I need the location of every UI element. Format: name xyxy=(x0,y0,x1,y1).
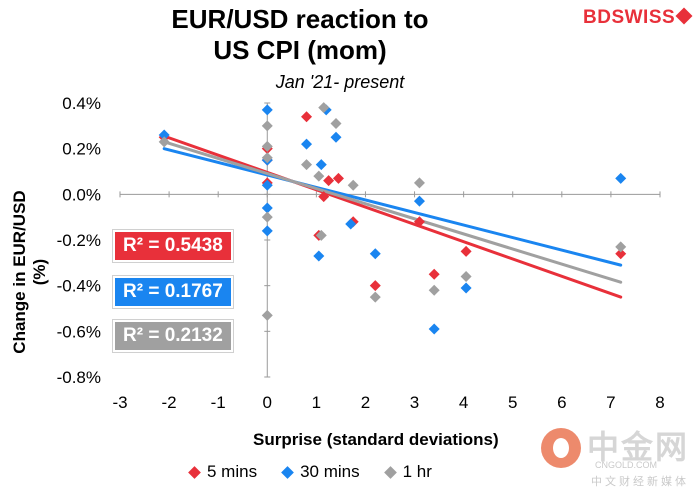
point-5-mins xyxy=(413,216,425,228)
point-1-hr xyxy=(313,170,325,182)
point-1-hr xyxy=(369,291,381,303)
chart-subtitle: Jan '21- present xyxy=(275,72,405,92)
y-tick-label: 0.0% xyxy=(62,185,101,204)
legend: 5 mins 30 mins 1 hr xyxy=(188,462,432,482)
point-1-hr xyxy=(261,309,273,321)
x-axis-label: Surprise (standard deviations) xyxy=(253,430,499,449)
point-5-mins xyxy=(428,268,440,280)
watermark: 中金网 CNGOLD.COM 中文财经新媒体 xyxy=(541,420,691,490)
axes: -3 -2 -1 0 1 2 3 4 5 6 7 8 0.4% 0.2% 0.0% -0.2% -0.4% -0.… xyxy=(57,94,665,412)
point-30-mins xyxy=(261,104,273,116)
point-1-hr xyxy=(315,229,327,241)
legend-diamond-icon xyxy=(188,465,201,479)
x-tick-label: 4 xyxy=(459,393,468,412)
point-1-hr xyxy=(330,118,342,130)
watermark-tagline: 中文财经新媒体 xyxy=(591,476,689,488)
y-tick-label: -0.6% xyxy=(57,322,101,341)
point-30-mins xyxy=(428,323,440,335)
point-30-mins xyxy=(158,129,170,141)
legend-item-30-mins: 30 mins xyxy=(281,462,360,482)
trend-lines xyxy=(162,134,623,299)
point-30-mins xyxy=(261,179,273,191)
point-1-hr xyxy=(428,284,440,296)
trend-line-1-hr xyxy=(162,140,623,284)
point-1-hr xyxy=(615,241,627,253)
chart-title-line2: US CPI (mom) xyxy=(213,35,387,65)
point-1-hr xyxy=(347,179,359,191)
point-30-mins xyxy=(261,225,273,237)
point-5-mins xyxy=(332,172,344,184)
point-5-mins xyxy=(301,111,313,123)
x-tick-label: 6 xyxy=(557,393,566,412)
y-tick-label: -0.8% xyxy=(57,368,101,387)
chart-title: EUR/USD reaction to US CPI (mom) xyxy=(150,4,450,66)
point-30-mins xyxy=(369,248,381,260)
data-points xyxy=(158,102,627,335)
point-1-hr xyxy=(261,152,273,164)
point-5-mins xyxy=(615,248,627,260)
point-5-mins xyxy=(323,175,335,187)
x-tick-label: 1 xyxy=(312,393,321,412)
trend-line-5-mins xyxy=(162,134,623,299)
point-1-hr xyxy=(261,120,273,132)
point-1-hr xyxy=(261,140,273,152)
chart-title-line1: EUR/USD reaction to xyxy=(171,4,429,34)
legend-label: 5 mins xyxy=(207,462,258,481)
point-5-mins xyxy=(460,245,472,257)
legend-diamond-icon xyxy=(383,465,397,479)
trend-line-30-mins xyxy=(162,147,623,267)
point-1-hr xyxy=(158,136,170,148)
x-tick-label: 3 xyxy=(410,393,419,412)
brand-name: BDSWISS xyxy=(583,7,676,28)
point-30-mins xyxy=(413,195,425,207)
point-1-hr xyxy=(261,211,273,223)
point-30-mins xyxy=(615,172,627,184)
watermark-logo-icon xyxy=(541,428,581,468)
brand-logo: BDSWISS xyxy=(583,7,693,29)
point-30-mins xyxy=(330,131,342,143)
watermark-site: CNGOLD.COM xyxy=(595,460,658,470)
legend-label: 1 hr xyxy=(402,462,432,481)
y-tick-label: 0.4% xyxy=(62,94,101,113)
legend-diamond-icon xyxy=(281,465,294,479)
point-30-mins xyxy=(315,159,327,171)
point-5-mins xyxy=(369,280,381,292)
point-1-hr xyxy=(318,102,330,114)
watermark-name: 中金网 xyxy=(587,429,690,465)
x-tick-label: -1 xyxy=(211,393,226,412)
y-tick-label: 0.2% xyxy=(62,140,101,159)
y-tick-label: -0.2% xyxy=(57,231,101,250)
x-tick-label: 0 xyxy=(263,393,272,412)
x-tick-label: -3 xyxy=(112,393,127,412)
x-tick-label: 8 xyxy=(655,393,664,412)
x-tick-label: 7 xyxy=(606,393,615,412)
x-tick-label: -2 xyxy=(162,393,177,412)
r2-label-5-mins: R² = 0.5438 xyxy=(113,230,233,262)
point-1-hr xyxy=(301,159,313,171)
legend-label: 30 mins xyxy=(300,462,360,481)
point-30-mins xyxy=(460,282,472,294)
legend-item-1-hr: 1 hr xyxy=(383,462,432,482)
r2-label-1-hr: R² = 0.2132 xyxy=(113,320,233,352)
y-tick-label: -0.4% xyxy=(57,277,101,296)
r2-label-30-mins: R² = 0.1767 xyxy=(113,276,233,308)
point-1-hr xyxy=(413,177,425,189)
point-30-mins xyxy=(345,218,357,230)
legend-item-5-mins: 5 mins xyxy=(188,462,258,482)
point-5-mins xyxy=(318,191,330,203)
point-1-hr xyxy=(460,271,472,283)
point-30-mins xyxy=(261,202,273,214)
point-30-mins xyxy=(301,138,313,150)
point-30-mins xyxy=(313,250,325,262)
x-tick-label: 2 xyxy=(361,393,370,412)
x-tick-label: 5 xyxy=(508,393,517,412)
